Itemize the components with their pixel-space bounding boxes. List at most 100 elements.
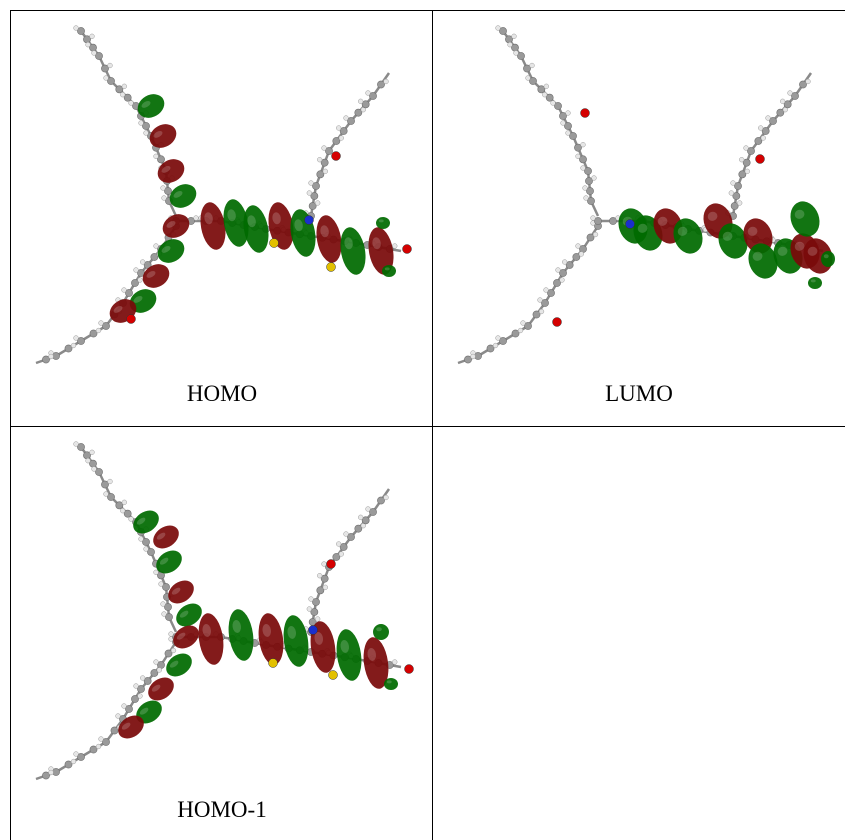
hydrogen-atom	[583, 195, 589, 201]
lobe-highlight	[232, 619, 242, 633]
hydrogen-atom	[315, 200, 321, 206]
orbital-lobe-negative	[200, 202, 226, 250]
hydrogen-atom	[143, 130, 149, 136]
carbon-atom	[761, 127, 770, 135]
hydrogen-atom	[138, 120, 144, 126]
hydrogen-atom	[575, 243, 581, 249]
orbital-lobe-positive	[156, 550, 182, 574]
carbon-atom	[742, 158, 751, 167]
hydrogen-atom	[315, 616, 321, 622]
lobe-highlight	[169, 660, 179, 668]
carbon-atom	[137, 685, 145, 693]
hydrogen-atom	[495, 335, 501, 341]
lobe-highlight	[722, 231, 733, 241]
bond	[164, 586, 171, 618]
carbon-atom	[769, 117, 777, 125]
lobe-highlight	[153, 130, 163, 138]
homo-1-molecule-image	[35, 441, 414, 781]
carbon-atom	[545, 93, 554, 102]
hydrogen-atom	[140, 259, 146, 265]
hydrogen-atom	[95, 327, 102, 334]
orbital-lobe-negative	[368, 227, 394, 275]
lobe-highlight	[823, 254, 829, 259]
carbon-atom	[732, 192, 741, 200]
hydrogen-atom	[582, 185, 588, 191]
lobe-highlight	[777, 246, 788, 256]
orbital-lobe-positive	[133, 510, 159, 534]
carbon-atom	[42, 771, 50, 780]
hydrogen-atom	[121, 499, 127, 505]
bond	[121, 688, 143, 720]
carbon-atom	[347, 533, 355, 541]
carbon-atom	[77, 753, 85, 761]
hydrogen-atom	[321, 145, 327, 151]
hydrogen-atom	[73, 335, 79, 341]
carbon-atom	[332, 553, 341, 561]
nitrogen-atom	[304, 215, 314, 225]
hydrogen-atom	[91, 50, 97, 56]
orbital-lobe-positive	[137, 94, 165, 118]
hydrogen-atom	[321, 561, 327, 567]
hydrogen-atom	[392, 659, 398, 665]
hydrogen-atom	[537, 297, 543, 303]
hydrogen-atom	[308, 596, 314, 602]
carbon-atom	[464, 355, 472, 364]
hydrogen-atom	[517, 327, 524, 334]
carbon-atom	[123, 509, 132, 518]
carbon-atom	[553, 279, 561, 287]
hydrogen-atom	[95, 743, 102, 750]
carbon-atom	[730, 202, 739, 210]
carbon-atom	[312, 182, 320, 190]
lobe-highlight	[344, 237, 353, 250]
hydrogen-atom	[153, 243, 159, 249]
hydrogen-atom	[133, 683, 139, 689]
orbital-lobe-positive	[748, 243, 778, 279]
lobe-highlight	[384, 267, 390, 271]
hydrogen-atom	[338, 551, 344, 557]
carbon-atom	[332, 137, 341, 145]
carbon-atom	[523, 64, 531, 73]
carbon-atom	[164, 603, 172, 611]
lumo-molecule-image	[457, 25, 835, 365]
hydrogen-atom	[98, 320, 104, 326]
hydrogen-atom	[538, 308, 545, 315]
carbon-atom	[559, 112, 567, 120]
carbon-atom	[791, 92, 799, 100]
empty-panel	[432, 426, 845, 840]
lobe-highlight	[173, 190, 183, 198]
hydrogen-atom	[365, 90, 371, 96]
carbon-atom	[164, 187, 172, 195]
bond	[309, 185, 318, 217]
hydrogen-atom	[507, 42, 513, 48]
carbon-atom	[131, 695, 139, 703]
orbital-lobe-positive	[340, 227, 366, 275]
oxygen-atom	[126, 314, 136, 324]
hydrogen-atom	[121, 287, 127, 293]
hydrogen-atom	[193, 215, 199, 221]
lobe-highlight	[294, 219, 303, 232]
carbon-atom	[115, 85, 124, 94]
hydrogen-atom	[805, 78, 811, 85]
bond	[314, 566, 331, 603]
carbon-atom	[77, 337, 85, 345]
orbital-lobe-positive	[808, 277, 822, 289]
lobe-highlight	[161, 165, 171, 173]
hydrogen-atom	[73, 25, 79, 31]
orbital-lobe-negative	[157, 159, 185, 183]
hydrogen-atom	[560, 120, 566, 126]
carbon-atom	[377, 496, 385, 505]
carbon-atom	[107, 77, 115, 85]
lobe-highlight	[262, 623, 272, 637]
sulfur-atom	[326, 262, 336, 272]
hydrogen-atom	[161, 611, 167, 617]
carbon-atom	[42, 355, 50, 364]
carbon-atom	[101, 64, 109, 73]
oxygen-atom	[755, 154, 765, 164]
hydrogen-atom	[89, 33, 95, 39]
hydrogen-atom	[365, 506, 371, 512]
lobe-highlight	[657, 216, 668, 226]
lobe-highlight	[151, 684, 161, 692]
hydrogen-atom	[317, 573, 323, 579]
orbital-lobe-negative	[168, 580, 194, 604]
hydrogen-atom	[565, 130, 571, 136]
